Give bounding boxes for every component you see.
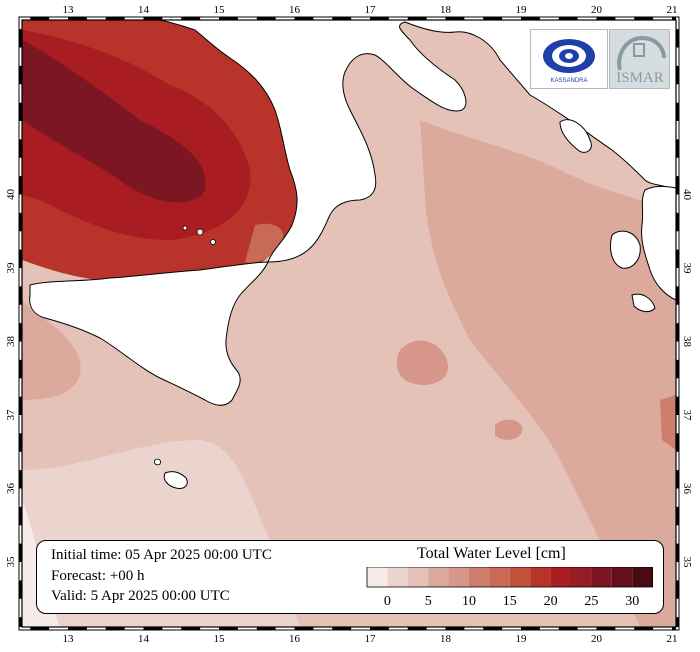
lon-tick-label: 15 bbox=[214, 4, 226, 16]
sicily-channel-band bbox=[22, 300, 81, 400]
lowest-band bbox=[22, 500, 60, 627]
lat-tick-label: 40 bbox=[681, 189, 693, 201]
lat-tick-label: 37 bbox=[681, 410, 693, 422]
lon-tick-label: 20 bbox=[591, 633, 603, 645]
colorbar-swatch bbox=[591, 567, 612, 587]
colorbar-swatch bbox=[509, 567, 531, 587]
lon-tick-label: 21 bbox=[667, 633, 678, 645]
colorbar-label: 30 bbox=[625, 594, 639, 609]
lat-tick-label: 36 bbox=[5, 483, 17, 495]
latitude-labels-left: 35 36 37 38 39 40 bbox=[5, 189, 17, 568]
water-level-field bbox=[22, 20, 676, 627]
tyrrhenian-core bbox=[22, 40, 206, 203]
colorbar-outline bbox=[366, 567, 654, 588]
lat-tick-label: 39 bbox=[681, 263, 693, 275]
colorbar-swatch bbox=[428, 567, 449, 587]
messina-patch bbox=[245, 223, 284, 263]
lon-tick-label: 21 bbox=[667, 4, 678, 16]
colorbar-swatch bbox=[469, 567, 490, 587]
legend-title: Total Water Level [cm] bbox=[417, 545, 566, 562]
lon-tick-label: 13 bbox=[63, 4, 75, 16]
malta bbox=[163, 471, 188, 489]
colorbar-swatch bbox=[387, 567, 408, 587]
colorbar-label: 10 bbox=[462, 594, 476, 609]
lon-tick-label: 17 bbox=[365, 633, 377, 645]
lon-tick-label: 14 bbox=[138, 633, 150, 645]
info-legend-box: Initial time: 05 Apr 2025 00:00 UTC Fore… bbox=[36, 540, 664, 614]
lon-tick-label: 16 bbox=[289, 633, 301, 645]
longitude-labels-bottom: 13 14 15 16 17 18 19 20 21 bbox=[63, 633, 678, 645]
small-patch bbox=[495, 419, 523, 440]
lon-tick-label: 17 bbox=[365, 4, 377, 16]
kassandra-logo: KASSANDRA bbox=[530, 29, 608, 89]
lon-tick-label: 15 bbox=[214, 633, 226, 645]
colorbar-label: 15 bbox=[503, 594, 517, 609]
lat-tick-label: 39 bbox=[5, 262, 17, 274]
frame-checkers bbox=[19, 17, 679, 630]
greece-coast bbox=[641, 185, 676, 301]
aeolian-island bbox=[182, 225, 188, 231]
colorbar-swatch bbox=[407, 567, 429, 587]
wave-icon bbox=[617, 35, 666, 71]
lon-tick-label: 16 bbox=[289, 4, 301, 16]
lon-tick-label: 20 bbox=[591, 4, 603, 16]
colorbar-label: 0 bbox=[384, 594, 391, 609]
lat-tick-label: 36 bbox=[681, 483, 693, 495]
ismar-logo: ISMAR bbox=[609, 29, 670, 89]
latitude-labels-right: 35 36 37 38 39 40 bbox=[681, 189, 693, 568]
colorbar-swatch bbox=[550, 567, 571, 587]
lat-tick-label: 35 bbox=[681, 557, 693, 569]
kefalonia bbox=[609, 230, 641, 269]
aeolian-island bbox=[210, 239, 216, 245]
lon-tick-label: 14 bbox=[138, 4, 150, 16]
colorbar-swatch bbox=[489, 567, 510, 587]
colorbar-swatch bbox=[571, 567, 592, 587]
colorbar-label: 5 bbox=[425, 594, 432, 609]
sicily bbox=[29, 261, 269, 406]
lat-tick-label: 35 bbox=[5, 556, 17, 568]
longitude-labels-top: 13 14 15 16 17 18 19 20 21 bbox=[63, 4, 678, 16]
lon-tick-label: 19 bbox=[516, 633, 528, 645]
colorbar-label: 25 bbox=[584, 594, 598, 609]
gozo bbox=[154, 458, 161, 466]
lat-tick-label: 37 bbox=[5, 409, 17, 421]
aeolian-island bbox=[196, 228, 204, 236]
colorbar-label: 20 bbox=[544, 594, 558, 609]
colorbar-swatch bbox=[632, 567, 653, 587]
valid-time: Valid: 5 Apr 2025 00:00 UTC bbox=[51, 588, 230, 604]
lat-tick-label: 38 bbox=[681, 336, 693, 348]
east-edge-patch bbox=[660, 395, 676, 450]
lon-tick-label: 19 bbox=[516, 4, 528, 16]
initial-time: Initial time: 05 Apr 2025 00:00 UTC bbox=[51, 547, 272, 563]
svg-text:KASSANDRA: KASSANDRA bbox=[550, 78, 587, 84]
colorbar-swatch bbox=[367, 567, 388, 587]
lon-tick-label: 18 bbox=[440, 633, 452, 645]
lat-tick-label: 40 bbox=[5, 189, 17, 201]
lat-tick-label: 38 bbox=[5, 336, 17, 348]
corfu-area bbox=[559, 119, 592, 153]
ionian-patch bbox=[396, 340, 449, 385]
lon-tick-label: 18 bbox=[440, 4, 452, 16]
colorbar: 0 5 10 15 20 25 30 bbox=[366, 567, 654, 609]
colorbar-swatch bbox=[448, 567, 469, 587]
colorbar-swatch bbox=[530, 567, 551, 587]
lon-tick-label: 13 bbox=[63, 633, 75, 645]
zakynthos bbox=[631, 293, 656, 313]
svg-text:ISMAR: ISMAR bbox=[616, 70, 664, 86]
forecast-hour: Forecast: +00 h bbox=[51, 568, 145, 584]
colorbar-swatch bbox=[611, 567, 633, 587]
